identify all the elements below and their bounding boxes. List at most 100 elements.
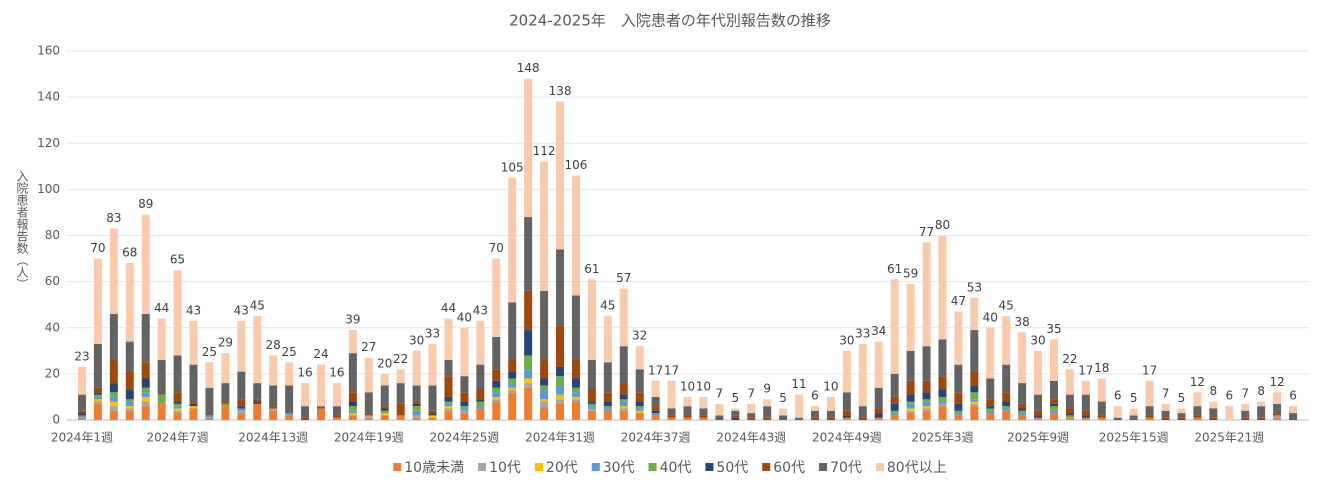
bar-segment (571, 396, 580, 400)
x-tick-label: 2024年7週 (146, 431, 208, 445)
bar-segment (1193, 406, 1202, 416)
bar-segment (221, 353, 230, 384)
bar-segment (890, 279, 899, 374)
total-label: 105 (501, 160, 524, 174)
bar-segment (412, 415, 421, 418)
bar-segment (125, 401, 134, 407)
bar-segment (874, 417, 883, 420)
bar-segment (858, 417, 867, 420)
bar-segment (93, 392, 102, 395)
bar-segment (587, 408, 596, 411)
bar-segment (540, 290, 549, 361)
bar-segment (540, 385, 549, 391)
bar-segment (412, 410, 421, 416)
bar-segment (1018, 415, 1027, 420)
bar-segment (173, 406, 182, 409)
bar-segment (253, 403, 262, 420)
bar-segment (842, 350, 851, 393)
bar-segment (651, 413, 660, 416)
total-label: 25 (202, 345, 217, 359)
bar-segment (699, 415, 708, 418)
bar-segment (492, 387, 501, 393)
bar-segment (699, 417, 708, 420)
bar-segment (1050, 399, 1059, 404)
bar-segment (938, 390, 947, 397)
bar-segment (954, 311, 963, 365)
bar-segment (970, 371, 979, 386)
bar-segment (1129, 415, 1138, 420)
bar-segment (412, 401, 421, 404)
bar-segment (1257, 406, 1266, 418)
total-label: 80 (935, 218, 950, 232)
bar-segment (986, 413, 995, 420)
bar-segment (540, 378, 549, 386)
bar-segment (141, 392, 150, 397)
bar-segment (986, 410, 995, 414)
bar-segment (954, 403, 963, 411)
bar-segment (938, 235, 947, 340)
bar-segment (444, 401, 453, 404)
bar-segment (540, 360, 549, 379)
bar-segment (380, 406, 389, 409)
total-label: 43 (186, 303, 201, 317)
total-label: 30 (1030, 333, 1045, 347)
bar-segment (524, 383, 533, 388)
bar-segment (237, 408, 246, 411)
bar-segment (556, 385, 565, 395)
bar-segment (348, 330, 357, 354)
bar-segment (587, 406, 596, 409)
bar-segment (970, 406, 979, 420)
bar-segment (1002, 392, 1011, 402)
bar-segment (540, 401, 549, 409)
legend-swatch (478, 463, 487, 471)
total-label: 17 (1078, 363, 1093, 377)
bar-segment (1209, 417, 1218, 420)
bar-segment (476, 406, 485, 409)
bar-segment (1209, 408, 1218, 418)
x-tick-label: 2024年13週 (238, 431, 308, 445)
bar-segment (1050, 406, 1059, 411)
bar-segment (587, 360, 596, 391)
bar-segment (253, 383, 262, 400)
bar-segment (444, 360, 453, 377)
bar-segment (922, 410, 931, 420)
y-tick-label: 20 (45, 366, 60, 380)
bar-segment (221, 401, 230, 404)
bar-segment (587, 401, 596, 404)
bar-segment (938, 406, 947, 420)
bar-segment (699, 396, 708, 409)
bar-segment (492, 399, 501, 402)
bar-segment (1273, 417, 1282, 420)
bar-segment (492, 401, 501, 420)
bar-segment (141, 387, 150, 393)
bar-segment (444, 396, 453, 402)
bar-segment (922, 242, 931, 347)
bar-segment (460, 327, 469, 377)
bar-segment (1241, 410, 1250, 418)
bar-segment (970, 297, 979, 331)
bar-segment (93, 403, 102, 420)
total-label: 17 (664, 363, 679, 377)
bar-segment (1145, 406, 1154, 416)
total-label: 10 (823, 379, 838, 393)
bar-segment (1273, 413, 1282, 416)
bar-segment (922, 399, 931, 402)
bar-segment (1209, 401, 1218, 409)
bar-segment (77, 417, 86, 420)
bar-segment (1289, 413, 1298, 420)
bar-segment (1065, 415, 1074, 418)
bar-segment (125, 341, 134, 372)
bar-segment (571, 392, 580, 397)
total-label: 9 (763, 382, 771, 396)
bar-segment (731, 408, 740, 411)
bar-segment (810, 410, 819, 418)
bar-segment (1097, 401, 1106, 416)
bar-segment (173, 408, 182, 411)
legend-swatch (393, 463, 402, 471)
bar-segment (858, 343, 867, 407)
bar-segment (348, 413, 357, 416)
bar-segment (603, 406, 612, 409)
bar-segment (1113, 406, 1122, 418)
bar-segment (157, 318, 166, 361)
